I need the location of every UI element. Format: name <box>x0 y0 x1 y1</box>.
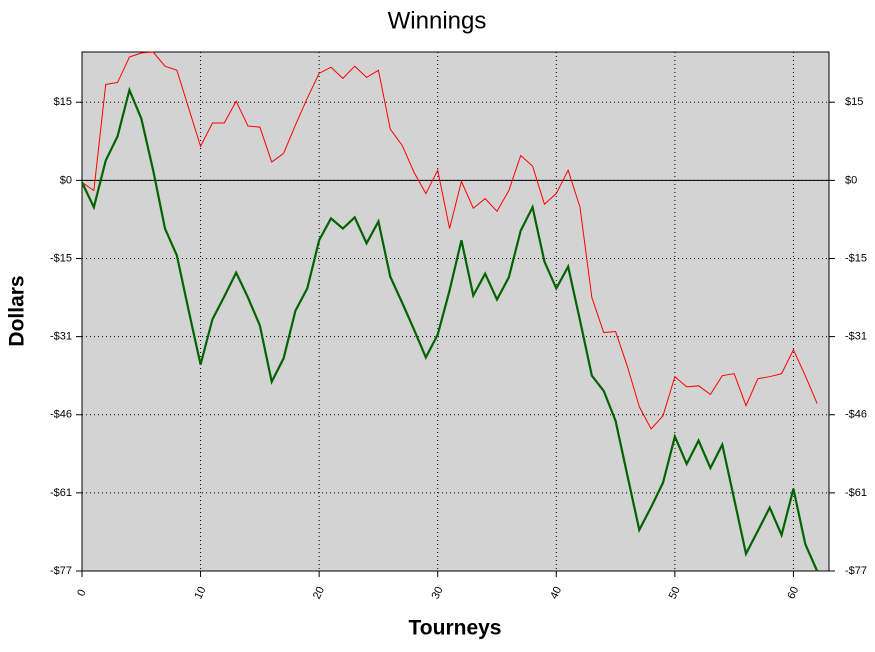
y-tick-label: -$46 <box>50 409 72 421</box>
x-tick-label: 10 <box>192 585 208 601</box>
y-tick-label: -$46 <box>845 409 867 421</box>
x-tick-label: 40 <box>548 585 564 601</box>
x-tick-label: 30 <box>430 585 446 601</box>
y-tick-label: -$31 <box>845 331 867 343</box>
y-axis-label: Dollars <box>6 275 29 346</box>
y-tick-label: $0 <box>60 174 72 186</box>
y-tick-label: -$15 <box>50 252 72 264</box>
x-tick-label: 0 <box>75 588 88 599</box>
y-tick-label: -$31 <box>50 331 72 343</box>
x-tick-label: 50 <box>667 585 683 601</box>
x-tick-label: 20 <box>311 585 327 601</box>
chart-title: Winnings <box>388 7 487 34</box>
series-line <box>81 51 818 430</box>
y-tick-label: $15 <box>54 96 72 108</box>
series-line <box>81 86 819 572</box>
plot-area <box>81 51 830 572</box>
y-tick-label: -$77 <box>845 565 867 577</box>
y-tick-label: -$61 <box>845 487 867 499</box>
y-tick-label: -$61 <box>50 487 72 499</box>
y-tick-label: -$77 <box>50 565 72 577</box>
x-axis-label: Tourneys <box>409 617 502 640</box>
y-tick-label: $15 <box>845 96 863 108</box>
y-tick-label: -$15 <box>845 252 867 264</box>
y-tick-label: $0 <box>845 174 857 186</box>
x-tick-label: 60 <box>785 585 801 601</box>
